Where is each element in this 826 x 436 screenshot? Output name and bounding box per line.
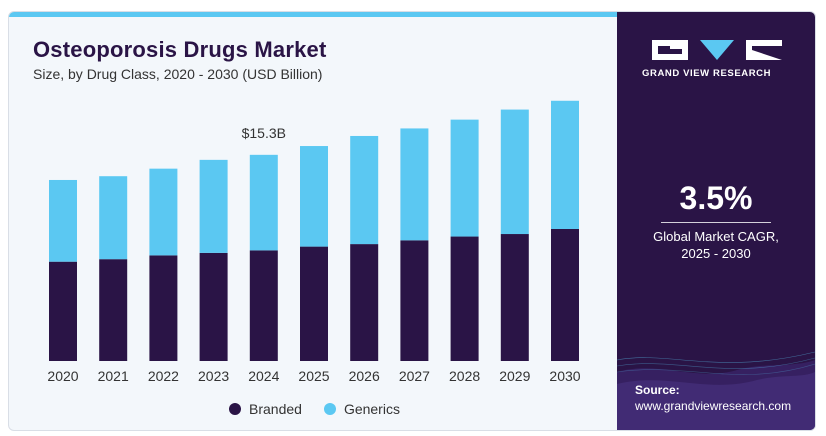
legend-label-generics: Generics [343,401,400,417]
bar-generics-2028 [450,119,479,237]
x-tick-label-2028: 2028 [449,368,480,384]
bar-branded-2028 [450,236,479,361]
bar-branded-2030 [551,229,579,361]
cagr-label-line2: 2025 - 2030 [681,246,751,261]
x-tick-label-2024: 2024 [248,368,279,384]
x-tick-label-2030: 2030 [549,368,580,384]
bar-branded-2023 [199,252,228,361]
bar-generics-2022 [149,168,178,256]
infographic-card: Osteoporosis Drugs Market Size, by Drug … [8,11,816,431]
chart-title: Osteoporosis Drugs Market [33,37,327,62]
data-label-2024: $15.3B [242,125,286,141]
bar-generics-2030 [551,100,579,230]
x-tick-label-2025: 2025 [298,368,329,384]
legend-swatch-generics [323,403,336,415]
x-tick-label-2029: 2029 [499,368,530,384]
cagr-divider [661,222,771,223]
source-link[interactable]: www.grandviewresearch.com [635,399,792,413]
bar-generics-2023 [199,159,228,253]
accent-bar [9,12,617,17]
brand-name: GRAND VIEW RESEARCH [642,68,772,79]
bar-branded-2027 [400,240,429,361]
x-tick-label-2022: 2022 [148,368,179,384]
source-label: Source: [635,383,680,397]
cagr-label: Global Market CAGR, 2025 - 2030 [617,228,815,262]
x-tick-label-2020: 2020 [47,368,78,384]
bar-generics-2020 [49,179,77,262]
x-tick-label-2026: 2026 [349,368,380,384]
bar-branded-2022 [149,255,178,361]
stacked-bar-chart: 2020 2021 2022 2023 2024 $15.3B 2025 2026 2027 20… [47,100,581,384]
bar-generics-2026 [350,135,379,245]
x-tick-label-2027: 2027 [399,368,430,384]
chart-subtitle: Size, by Drug Class, 2020 - 2030 (USD Bi… [33,66,323,82]
bar-branded-2024 [249,250,278,361]
legend-item-generics: Generics [323,401,400,417]
bar-branded-2029 [500,234,529,361]
legend-item-branded: Branded [229,401,302,417]
gvr-logo-icon [652,40,782,60]
bar-generics-2027 [400,128,429,241]
bar-generics-2021 [99,176,128,260]
x-tick-label-2021: 2021 [98,368,129,384]
bar-branded-2020 [49,261,77,361]
cagr-value: 3.5% [679,180,753,216]
bar-branded-2021 [99,259,128,361]
legend-swatch-branded [229,403,241,415]
x-tick-label-2023: 2023 [198,368,229,384]
chart-legend: Branded Generics [229,401,422,417]
chart-panel: Osteoporosis Drugs Market Size, by Drug … [9,17,617,430]
bar-generics-2029 [500,109,529,235]
bar-generics-2025 [300,146,328,247]
cagr-label-line1: Global Market CAGR, [653,229,779,244]
bar-generics-2024 [249,154,278,251]
bar-branded-2026 [350,244,379,361]
sidebar-panel: GRAND VIEW RESEARCH 3.5% Global Market C… [617,12,815,430]
legend-label-branded: Branded [249,401,302,417]
bar-branded-2025 [300,246,328,361]
decorative-wave-graphic [617,351,815,430]
